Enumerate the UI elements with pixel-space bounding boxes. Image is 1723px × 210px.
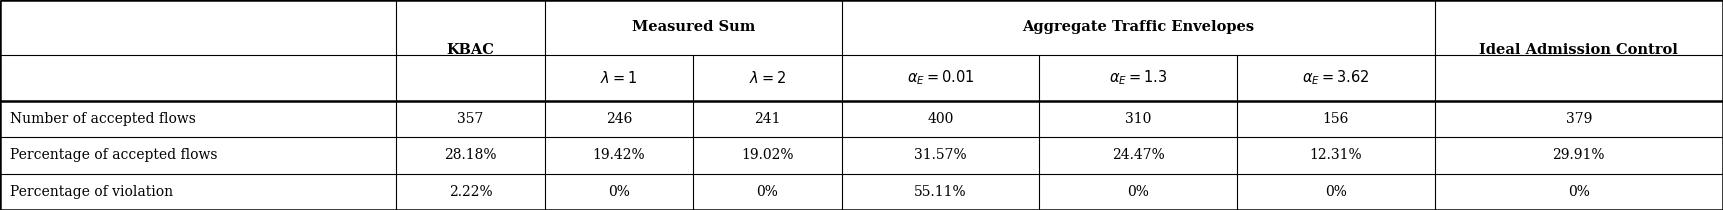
Text: 379: 379 — [1566, 112, 1592, 126]
Text: Aggregate Traffic Envelopes: Aggregate Traffic Envelopes — [1022, 20, 1254, 34]
Text: $\alpha_E = 0.01$: $\alpha_E = 0.01$ — [906, 68, 975, 87]
Text: 24.47%: 24.47% — [1111, 148, 1165, 162]
Text: $\lambda = 1$: $\lambda = 1$ — [600, 70, 638, 86]
Text: 0%: 0% — [756, 185, 779, 199]
Text: $\lambda = 2$: $\lambda = 2$ — [750, 70, 786, 86]
Text: Number of accepted flows: Number of accepted flows — [10, 112, 196, 126]
Text: 19.42%: 19.42% — [593, 148, 646, 162]
Text: $\alpha_E = 1.3$: $\alpha_E = 1.3$ — [1110, 68, 1168, 87]
Text: 29.91%: 29.91% — [1552, 148, 1606, 162]
Text: 0%: 0% — [1127, 185, 1149, 199]
Text: 310: 310 — [1125, 112, 1151, 126]
Text: 28.18%: 28.18% — [445, 148, 496, 162]
Text: $\alpha_E = 3.62$: $\alpha_E = 3.62$ — [1303, 68, 1370, 87]
Text: 0%: 0% — [1568, 185, 1590, 199]
Text: 400: 400 — [927, 112, 955, 126]
Text: 55.11%: 55.11% — [915, 185, 967, 199]
Text: 156: 156 — [1323, 112, 1349, 126]
Text: 2.22%: 2.22% — [448, 185, 493, 199]
Text: 0%: 0% — [608, 185, 631, 199]
Text: 19.02%: 19.02% — [741, 148, 794, 162]
Text: 0%: 0% — [1325, 185, 1347, 199]
Text: 357: 357 — [457, 112, 484, 126]
Text: Ideal Admission Control: Ideal Admission Control — [1480, 43, 1678, 57]
Text: KBAC: KBAC — [446, 43, 495, 57]
Text: Measured Sum: Measured Sum — [632, 20, 755, 34]
Text: 31.57%: 31.57% — [915, 148, 967, 162]
Text: 12.31%: 12.31% — [1309, 148, 1363, 162]
Text: Percentage of violation: Percentage of violation — [10, 185, 174, 199]
Text: Percentage of accepted flows: Percentage of accepted flows — [10, 148, 217, 162]
Text: 241: 241 — [755, 112, 781, 126]
Text: 246: 246 — [606, 112, 632, 126]
